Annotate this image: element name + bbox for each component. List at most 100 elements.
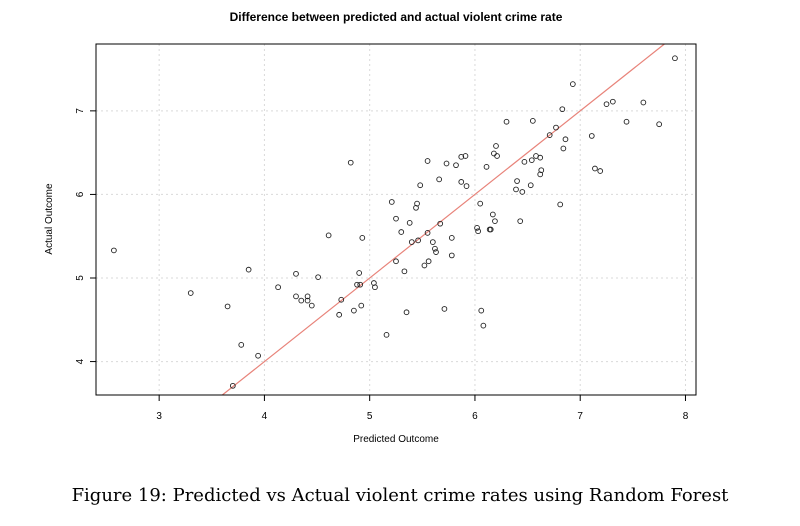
data-point: [293, 270, 299, 277]
data-point: [347, 159, 354, 166]
data-point: [528, 157, 535, 164]
data-point: [315, 274, 321, 281]
x-tick-label: 8: [683, 411, 689, 422]
data-point: [357, 281, 364, 288]
data-point: [672, 55, 678, 62]
data-point: [229, 382, 236, 389]
data-point: [425, 258, 432, 265]
data-point: [553, 124, 559, 131]
data-point: [415, 237, 421, 244]
data-point: [255, 352, 261, 359]
data-point: [546, 132, 553, 138]
data-point: [398, 229, 405, 235]
data-point: [421, 262, 428, 269]
data-point: [562, 136, 569, 143]
chart-title: Difference between predicted and actual …: [230, 10, 563, 24]
x-axis-label: Predicted Outcome: [353, 434, 439, 445]
data-point: [406, 219, 413, 226]
data-point: [238, 342, 245, 348]
data-point: [537, 154, 544, 161]
data-point: [401, 268, 408, 275]
data-point: [462, 153, 469, 159]
y-axis-label: Actual Outcome: [44, 183, 55, 255]
data-point: [448, 235, 455, 241]
data-point: [521, 158, 528, 165]
data-point: [304, 293, 311, 300]
data-point: [436, 176, 443, 183]
plot-frame: [95, 43, 697, 396]
data-point: [424, 158, 431, 164]
data-point: [224, 303, 231, 310]
data-point: [463, 183, 470, 189]
y-tick-label: 6: [75, 191, 86, 197]
data-point: [483, 164, 490, 170]
data-point: [424, 230, 431, 236]
data-point: [492, 218, 498, 225]
data-point: [372, 284, 378, 291]
reference-line: [221, 43, 665, 396]
data-point: [403, 309, 410, 316]
figure-caption: Figure 19: Predicted vs Actual violent c…: [71, 485, 729, 506]
data-point: [529, 118, 536, 124]
data-point: [417, 182, 424, 189]
data-point: [603, 101, 610, 108]
data-point: [458, 153, 465, 160]
data-point: [275, 284, 281, 291]
y-axis: 4 5 6 7: [75, 108, 96, 364]
data-points: [111, 55, 678, 389]
y-tick-label: 7: [75, 108, 86, 114]
data-point: [474, 225, 480, 231]
data-point: [489, 211, 496, 218]
data-point: [519, 189, 526, 195]
data-point: [388, 199, 395, 205]
data-point: [359, 235, 366, 241]
data-point: [491, 150, 497, 157]
data-point: [336, 311, 343, 318]
data-point: [640, 99, 647, 106]
scatter-chart: Difference between predicted and actual …: [44, 10, 697, 445]
data-point: [304, 297, 311, 304]
identity-line: [221, 43, 665, 396]
data-point: [458, 179, 465, 185]
data-point: [517, 218, 524, 225]
data-point: [475, 228, 481, 235]
data-point: [609, 98, 616, 105]
data-point: [514, 178, 520, 184]
data-point: [592, 165, 598, 172]
data-point: [588, 133, 595, 139]
data-point: [448, 252, 455, 259]
grid-lines: [96, 44, 696, 395]
data-point: [351, 307, 357, 314]
data-point: [414, 200, 420, 207]
data-point: [527, 182, 534, 189]
data-point: [245, 266, 252, 273]
data-point: [597, 168, 604, 174]
data-point: [325, 232, 332, 239]
data-point: [477, 200, 484, 207]
data-point: [623, 118, 630, 125]
data-point: [408, 239, 415, 245]
x-tick-label: 3: [156, 411, 162, 422]
data-point: [480, 322, 487, 329]
y-tick-label: 5: [75, 275, 86, 281]
data-point: [429, 239, 436, 245]
x-tick-label: 6: [472, 411, 478, 422]
y-tick-label: 4: [75, 358, 86, 364]
data-point: [569, 81, 576, 87]
data-point: [493, 143, 499, 149]
data-point: [494, 153, 500, 159]
x-tick-label: 7: [577, 411, 583, 422]
data-point: [187, 290, 194, 296]
data-point: [513, 186, 519, 193]
data-point: [308, 302, 315, 309]
data-point: [338, 296, 345, 303]
x-axis: 3 4 5 6 7 8: [156, 395, 689, 422]
data-point: [487, 226, 494, 233]
data-point: [383, 331, 390, 338]
data-point: [393, 215, 399, 222]
data-point: [293, 293, 299, 300]
data-point: [432, 245, 438, 252]
data-point: [298, 297, 305, 304]
x-tick-label: 4: [262, 411, 268, 422]
data-point: [559, 106, 566, 113]
